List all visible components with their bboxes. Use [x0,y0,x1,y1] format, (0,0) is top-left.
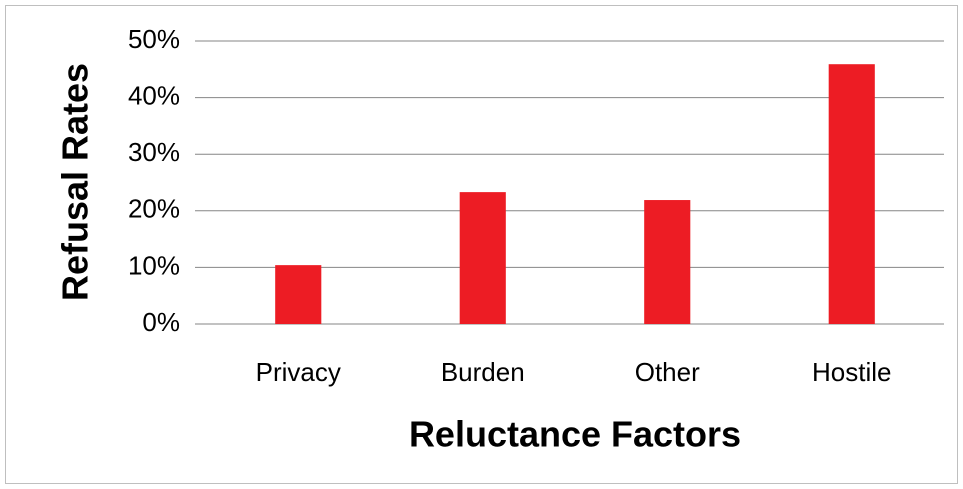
y-tick-label: 0% [142,307,180,337]
y-tick-label: 30% [128,137,180,167]
bar [275,265,322,324]
bar [644,200,691,324]
y-tick-label: 40% [128,80,180,110]
y-tick-label: 10% [128,250,180,280]
bar [459,192,506,324]
bar [828,64,875,325]
x-tick-label: Hostile [812,357,891,387]
y-axis-title: Refusal Rates [55,63,96,301]
x-tick-label: Burden [441,357,525,387]
y-tick-label: 50% [128,24,180,54]
x-tick-label: Other [635,357,700,387]
y-tick-label: 20% [128,194,180,224]
x-tick-label: Privacy [256,357,341,387]
x-axis-title: Reluctance Factors [409,414,741,455]
